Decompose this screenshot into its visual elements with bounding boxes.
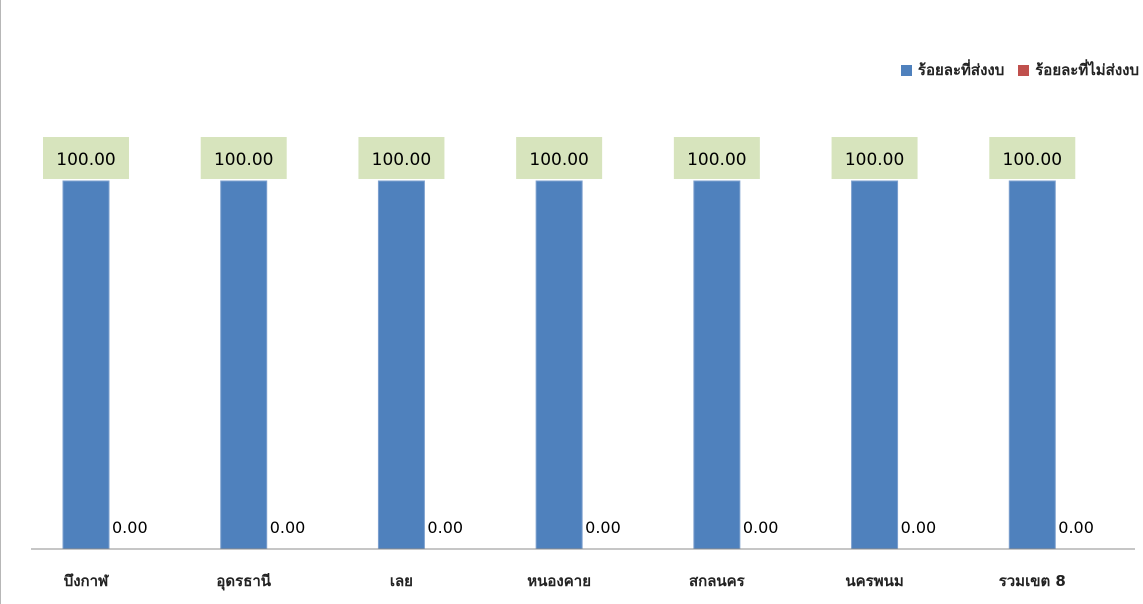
data-label-box-sent-2 [358, 137, 445, 179]
data-label-not-sent-2: 0.00 [427, 518, 463, 537]
data-label-not-sent-5: 0.00 [901, 518, 937, 537]
legend-swatch-sent [900, 64, 912, 76]
data-label-box-sent-6 [989, 137, 1076, 179]
data-label-box-sent-1 [200, 137, 287, 179]
data-label-sent-2: 100.00 [372, 150, 431, 170]
bar-sent-1 [220, 180, 268, 550]
bar-sent-5 [851, 180, 899, 550]
data-label-not-sent-1: 0.00 [270, 518, 306, 537]
x-tick-label-5: นครพนม [845, 572, 903, 590]
legend-swatch-not-sent [1018, 64, 1030, 76]
x-tick-label-0: บึงกาฬ [64, 572, 109, 590]
legend-item-not-sent: ร้อยละที่ไม่ส่งงบ [1018, 58, 1139, 82]
data-label-box-sent-3 [516, 137, 603, 179]
legend-label-not-sent: ร้อยละที่ไม่ส่งงบ [1035, 61, 1139, 79]
data-label-not-sent-0: 0.00 [112, 518, 148, 537]
bar-sent-4 [693, 180, 741, 550]
data-label-sent-0: 100.00 [56, 150, 115, 170]
x-tick-label-4: สกลนคร [689, 572, 746, 590]
data-label-sent-5: 100.00 [845, 150, 904, 170]
x-tick-label-6: รวมเขต 8 [999, 572, 1066, 590]
legend-label-sent: ร้อยละที่ส่งงบ [917, 61, 1005, 79]
legend-item-sent: ร้อยละที่ส่งงบ [900, 58, 1005, 82]
data-label-sent-1: 100.00 [214, 150, 273, 170]
data-label-not-sent-4: 0.00 [743, 518, 779, 537]
data-label-box-sent-0 [43, 137, 129, 179]
data-label-sent-6: 100.00 [1003, 150, 1062, 170]
data-label-box-sent-4 [673, 137, 760, 179]
bar-sent-3 [535, 180, 583, 550]
data-label-not-sent-6: 0.00 [1058, 518, 1094, 537]
x-tick-label-3: หนองคาย [527, 572, 591, 590]
data-label-box-sent-5 [831, 137, 918, 179]
data-label-not-sent-3: 0.00 [585, 518, 621, 537]
bar-sent-0 [62, 180, 110, 550]
bar-sent-2 [377, 180, 425, 550]
x-tick-label-1: อุดรธานี [216, 572, 271, 591]
bar-sent-6 [1008, 180, 1056, 550]
legend: ร้อยละที่ส่งงบ ร้อยละที่ไม่ส่งงบ [900, 58, 1139, 82]
x-tick-label-2: เลย [390, 572, 413, 590]
data-label-sent-3: 100.00 [529, 150, 588, 170]
data-label-sent-4: 100.00 [687, 150, 746, 170]
